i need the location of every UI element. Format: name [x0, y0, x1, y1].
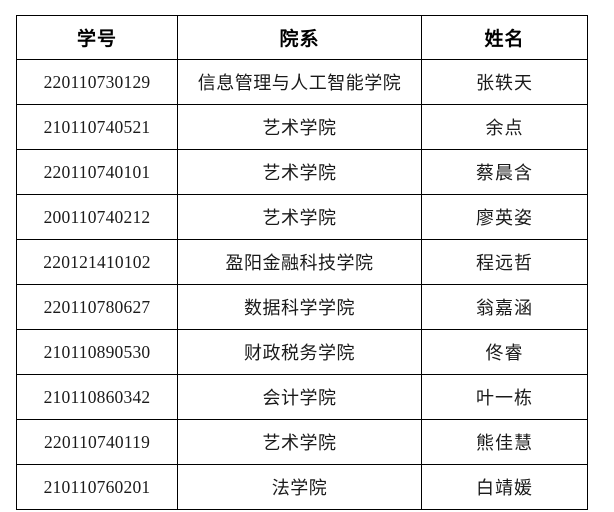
table-body: 220110730129 信息管理与人工智能学院 张轶天 21011074052…	[16, 59, 588, 510]
table-header: 学号 院系 姓名	[16, 15, 588, 60]
cell-name: 余点	[421, 104, 588, 150]
cell-name: 佟睿	[421, 329, 588, 375]
cell-department: 数据科学学院	[177, 284, 422, 330]
cell-student-id: 210110860342	[16, 374, 178, 420]
cell-department: 艺术学院	[177, 104, 422, 150]
table-row: 200110740212 艺术学院 廖英姿	[16, 194, 588, 240]
header-row: 学号 院系 姓名	[16, 15, 588, 60]
table-row: 210110740521 艺术学院 余点	[16, 104, 588, 150]
cell-name: 蔡晨含	[421, 149, 588, 195]
cell-department: 财政税务学院	[177, 329, 422, 375]
table-row: 220110730129 信息管理与人工智能学院 张轶天	[16, 59, 588, 105]
cell-name: 熊佳慧	[421, 419, 588, 465]
cell-department: 信息管理与人工智能学院	[177, 59, 422, 105]
cell-student-id: 220110730129	[16, 59, 178, 105]
table-row: 220110740101 艺术学院 蔡晨含	[16, 149, 588, 195]
cell-student-id: 220110740119	[16, 419, 178, 465]
table-row: 210110760201 法学院 白靖媛	[16, 464, 588, 510]
cell-name: 叶一栋	[421, 374, 588, 420]
cell-name: 白靖媛	[421, 464, 588, 510]
cell-student-id: 200110740212	[16, 194, 178, 240]
cell-student-id: 210110760201	[16, 464, 178, 510]
column-header-student-id: 学号	[16, 15, 178, 60]
cell-department: 艺术学院	[177, 419, 422, 465]
table-row: 220110780627 数据科学学院 翁嘉涵	[16, 284, 588, 330]
table-row: 210110860342 会计学院 叶一栋	[16, 374, 588, 420]
table-row: 220121410102 盈阳金融科技学院 程远哲	[16, 239, 588, 285]
table-row: 210110890530 财政税务学院 佟睿	[16, 329, 588, 375]
cell-student-id: 210110740521	[16, 104, 178, 150]
cell-department: 艺术学院	[177, 149, 422, 195]
cell-student-id: 220110780627	[16, 284, 178, 330]
cell-student-id: 220121410102	[16, 239, 178, 285]
cell-name: 张轶天	[421, 59, 588, 105]
cell-name: 程远哲	[421, 239, 588, 285]
cell-department: 盈阳金融科技学院	[177, 239, 422, 285]
table-row: 220110740119 艺术学院 熊佳慧	[16, 419, 588, 465]
cell-department: 法学院	[177, 464, 422, 510]
cell-name: 廖英姿	[421, 194, 588, 240]
cell-department: 会计学院	[177, 374, 422, 420]
column-header-name: 姓名	[421, 15, 588, 60]
cell-name: 翁嘉涵	[421, 284, 588, 330]
cell-student-id: 210110890530	[16, 329, 178, 375]
cell-student-id: 220110740101	[16, 149, 178, 195]
column-header-department: 院系	[177, 15, 422, 60]
roster-table-container: 学号 院系 姓名 220110730129 信息管理与人工智能学院 张轶天 21…	[16, 15, 588, 510]
student-roster-table: 学号 院系 姓名 220110730129 信息管理与人工智能学院 张轶天 21…	[16, 15, 588, 510]
cell-department: 艺术学院	[177, 194, 422, 240]
